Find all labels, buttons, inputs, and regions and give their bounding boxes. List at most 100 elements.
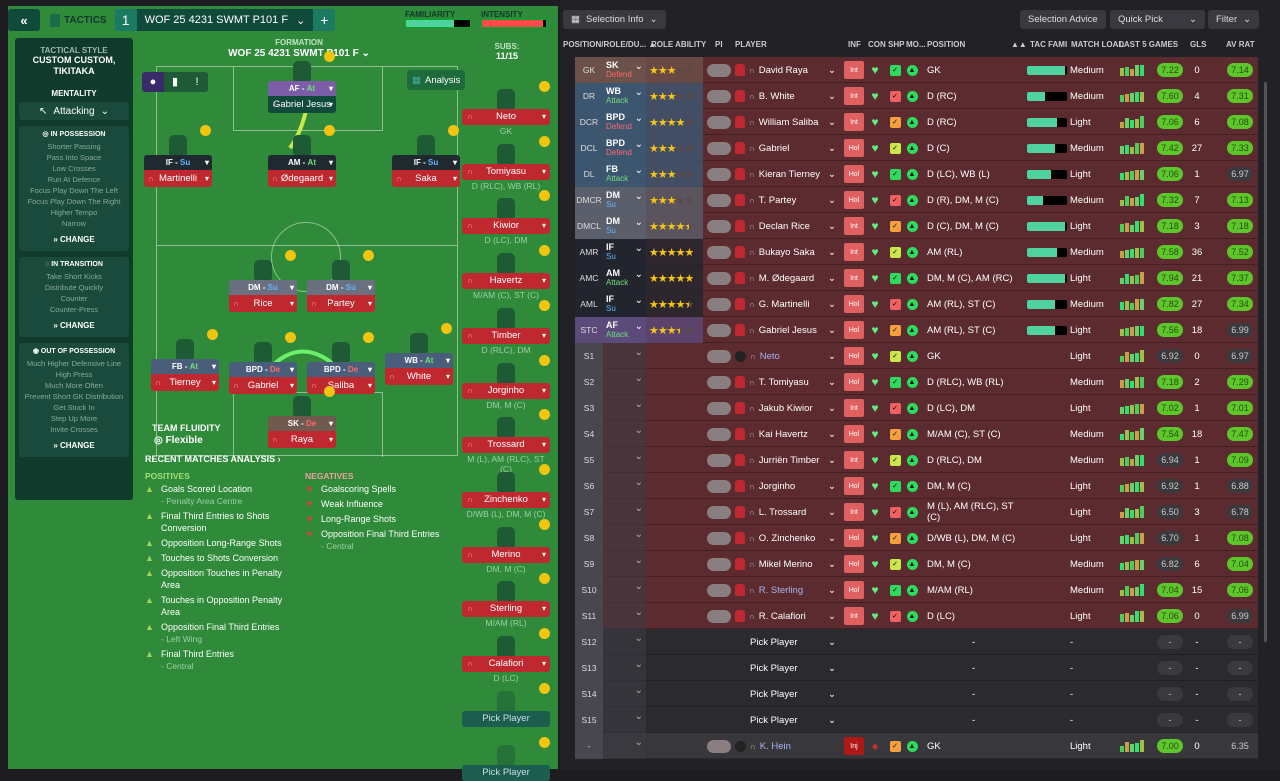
sub-player-select[interactable]: Havertz [462, 273, 550, 290]
alert-icon[interactable]: ! [186, 72, 208, 92]
pick-player-button[interactable]: Pick Player [462, 710, 550, 727]
player-instructions-icon[interactable] [539, 573, 550, 585]
player-instructions[interactable] [705, 343, 733, 369]
role-select[interactable]: IF - Su [392, 155, 460, 170]
player-instructions-icon[interactable] [539, 463, 550, 475]
sub-player-select[interactable]: Timber [462, 327, 550, 344]
player-instructions[interactable] [705, 421, 733, 447]
player-card[interactable]: WB - AtWhite [385, 353, 453, 385]
table-row[interactable]: S3 ∩Jakub Kiwior ⌄ Int ♥ ✓ ▲ D (LC), DM Light 7.0… [575, 395, 1258, 421]
table-row[interactable]: S14Pick Player⌄----- [575, 681, 1258, 707]
sub-player-select[interactable]: Sterling [462, 601, 550, 618]
col-position-role[interactable]: POSITION/ROLE/DU... ▲ [563, 40, 657, 49]
player-instructions-icon[interactable] [324, 386, 335, 397]
player-instructions[interactable] [705, 369, 733, 395]
player-select[interactable]: ∩ Gabriel Jesus ⌄ [735, 317, 840, 343]
player-select[interactable]: Rice [229, 295, 297, 312]
player-select[interactable]: Pick Player ⌄ [735, 707, 840, 733]
bar-chart-icon[interactable]: ▮ [164, 72, 186, 92]
pi-toggle-icon[interactable] [707, 557, 731, 571]
player-instructions-icon[interactable] [539, 409, 550, 421]
quick-pick-button[interactable]: Quick Pick ⌄ [1110, 10, 1205, 29]
player-select[interactable]: Tierney [151, 374, 219, 391]
player-instructions-icon[interactable] [539, 682, 550, 694]
player-select[interactable]: ∩ M. Ødegaard ⌄ [735, 265, 840, 291]
col-morale[interactable]: MO... [906, 40, 926, 49]
role-select[interactable]: FB Attack [603, 161, 646, 187]
player-select[interactable]: ∩ R. Calafiori ⌄ [735, 603, 840, 629]
role-select[interactable]: DM Su [603, 213, 646, 239]
pi-toggle-icon[interactable] [707, 193, 731, 207]
player-select[interactable]: ∩ Jakub Kiwior ⌄ [735, 395, 840, 421]
pi-toggle-icon[interactable] [707, 531, 731, 545]
col-tac-familiarity[interactable]: TAC FAMI [1030, 40, 1068, 49]
player-select[interactable]: ∩ Bukayo Saka ⌄ [735, 239, 840, 265]
player-card[interactable]: IF - SuSaka [392, 155, 460, 187]
player-instructions-icon[interactable] [363, 332, 374, 343]
player-instructions[interactable] [705, 447, 733, 473]
sort-icon[interactable]: ▲▲ [1011, 40, 1027, 49]
table-row[interactable]: S12Pick Player⌄----- [575, 629, 1258, 655]
player-instructions-icon[interactable] [285, 250, 296, 261]
player-card[interactable]: AF - AtGabriel Jesus [268, 81, 336, 113]
player-instructions[interactable] [705, 213, 733, 239]
role-select[interactable]: DM - Su [307, 280, 375, 295]
player-instructions-icon[interactable] [285, 332, 296, 343]
col-inf[interactable]: INF [848, 40, 861, 49]
role-select[interactable]: WB Attack [603, 83, 646, 109]
player-instructions[interactable] [705, 603, 733, 629]
role-select[interactable]: FB - At [151, 359, 219, 374]
role-select[interactable]: BPD - De [307, 362, 375, 377]
pi-toggle-icon[interactable] [707, 505, 731, 519]
sub-player-select[interactable]: Calafiori [462, 656, 550, 672]
player-instructions[interactable] [705, 291, 733, 317]
pi-toggle-icon[interactable] [707, 375, 731, 389]
player-instructions-icon[interactable] [539, 518, 550, 530]
sub-player-select[interactable]: Tomiyasu [462, 163, 550, 180]
role-select[interactable]: DM - Su [229, 280, 297, 295]
player-instructions-icon[interactable] [363, 250, 374, 261]
pi-toggle-icon[interactable] [707, 479, 731, 493]
table-row[interactable]: S2 ∩T. Tomiyasu ⌄ Hol ♥ ✓ ▲ D (RLC), WB (RL) Med… [575, 369, 1258, 395]
table-row[interactable]: S11 ∩R. Calafiori ⌄ Int ♥ ✓ ▲ D (LC) Light 7.06 0 6… [575, 603, 1258, 629]
col-match-load[interactable]: MATCH LOAD [1071, 40, 1125, 49]
player-instructions-icon[interactable] [441, 323, 452, 334]
role-select[interactable]: WB - At [385, 353, 453, 368]
table-row[interactable]: S13Pick Player⌄----- [575, 655, 1258, 681]
player-instructions[interactable] [705, 733, 733, 759]
change-in-possession-button[interactable]: » CHANGE [53, 235, 95, 244]
mentality-select[interactable]: ↖ Attacking ⌄ [19, 102, 129, 120]
pi-toggle-icon[interactable] [707, 453, 731, 467]
player-select[interactable]: Gabriel Jesus [268, 96, 336, 113]
pi-toggle-icon[interactable] [707, 323, 731, 337]
player-instructions[interactable] [705, 187, 733, 213]
role-select[interactable]: BPD Defend [603, 135, 646, 161]
pi-toggle-icon[interactable] [707, 271, 731, 285]
player-instructions-icon[interactable] [539, 81, 550, 92]
sub-player-select[interactable]: Merino [462, 546, 550, 563]
player-select[interactable]: Saka [392, 170, 460, 187]
pi-toggle-icon[interactable] [707, 63, 731, 77]
player-select[interactable]: ∩ Kai Havertz ⌄ [735, 421, 840, 447]
player-card[interactable]: BPD - DeSaliba [307, 362, 375, 394]
player-card[interactable]: AM - AtØdegaard [268, 155, 336, 187]
role-select[interactable]: AM Attack [603, 265, 646, 291]
player-instructions[interactable] [705, 525, 733, 551]
player-instructions[interactable] [705, 499, 733, 525]
player-view-icon[interactable]: ● [142, 72, 164, 92]
player-select[interactable]: ∩ G. Martinelli ⌄ [735, 291, 840, 317]
selection-advice-button[interactable]: Selection Advice [1020, 10, 1106, 29]
player-instructions-icon[interactable] [539, 628, 550, 639]
player-select[interactable]: ∩ K. Hein [735, 733, 840, 759]
pi-toggle-icon[interactable] [707, 115, 731, 129]
player-select[interactable]: White [385, 368, 453, 385]
player-select[interactable]: Pick Player ⌄ [735, 629, 840, 655]
